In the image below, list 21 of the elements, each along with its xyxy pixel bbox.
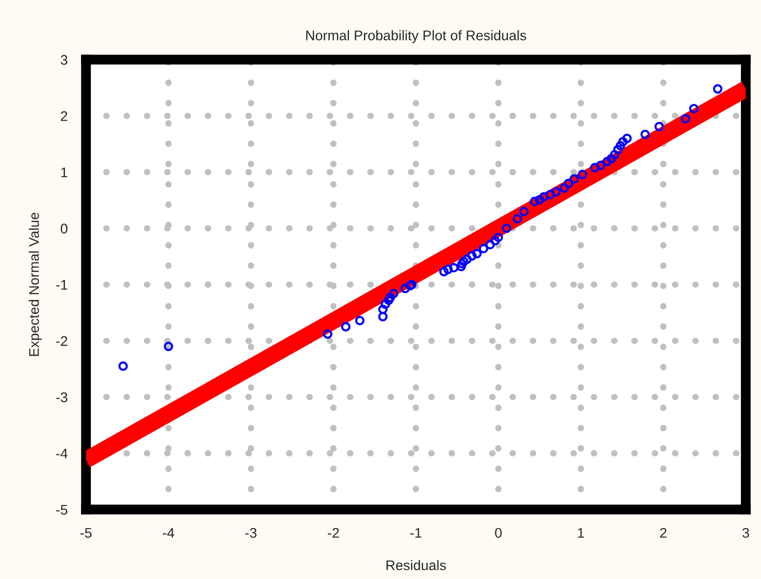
x-tick-label: 3 xyxy=(742,528,750,538)
y-tick-label: 3 xyxy=(60,54,68,65)
x-axis-title: Residuals xyxy=(386,560,446,570)
chart-title: Normal Probability Plot of Residuals xyxy=(306,30,526,44)
x-tick-label: -4 xyxy=(162,528,174,538)
y-tick-label: 0 xyxy=(60,224,68,234)
x-tick-label: 1 xyxy=(578,528,584,538)
y-tick-label: 2 xyxy=(60,111,68,121)
y-tick-label: -3 xyxy=(56,392,68,402)
x-tick-label: -5 xyxy=(80,528,92,538)
x-tick-label: -2 xyxy=(328,528,339,538)
y-axis-title: Expected Normal Value xyxy=(28,212,42,356)
y-tick-label: -5 xyxy=(56,504,68,515)
y-tick-label: -4 xyxy=(56,448,68,458)
x-tick-label: -3 xyxy=(245,528,257,538)
x-tick-label: -1 xyxy=(410,528,422,538)
y-tick-label: -2 xyxy=(56,336,68,346)
y-tick-label: 1 xyxy=(61,168,68,178)
y-tick-label: -1 xyxy=(56,280,68,290)
x-tick-label: 2 xyxy=(660,528,666,538)
x-tick-label: 0 xyxy=(495,528,502,538)
